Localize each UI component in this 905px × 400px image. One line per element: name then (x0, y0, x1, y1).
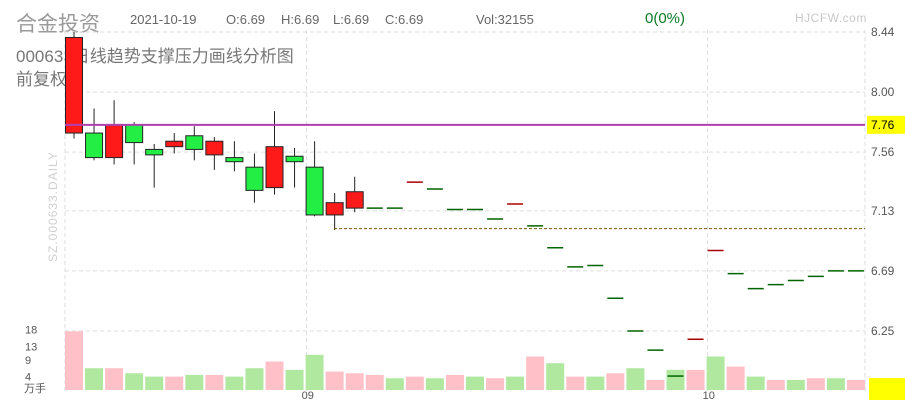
candle-body (145, 148, 164, 156)
price-tick-label: 6.25 (871, 324, 895, 338)
volume-bar (245, 368, 264, 390)
low-value: L:6.69 (333, 12, 370, 27)
candle-body (245, 166, 264, 191)
grid-lines (64, 30, 866, 392)
volume-bar (125, 373, 144, 390)
volume-bar (726, 366, 745, 390)
volume-bars (65, 331, 865, 390)
candle-body (85, 132, 104, 159)
volume-bar (445, 374, 464, 390)
candle-body (185, 135, 204, 150)
volume-bar (806, 378, 825, 390)
volume-bar (165, 376, 184, 390)
open-value: O:6.69 (226, 12, 266, 27)
volume-bar (846, 379, 865, 390)
volume-bar (706, 356, 725, 390)
volume-tick-label: 4 (25, 372, 31, 384)
volume-tick-label: 13 (25, 341, 37, 353)
volume-bar (285, 369, 304, 390)
volume-bar (345, 373, 364, 390)
volume-bar (305, 354, 324, 390)
volume-bar (826, 378, 845, 390)
candle-body (165, 140, 184, 148)
price-tick-label: 7.56 (871, 145, 895, 159)
volume-bar (506, 376, 525, 390)
resistance-badge-label: 7.76 (871, 118, 895, 132)
volume-bar (325, 371, 344, 390)
volume-bar (265, 361, 284, 390)
high-value: H:6.69 (281, 12, 320, 27)
volume-unit-label: 万手 (24, 381, 46, 395)
volume-bar (105, 368, 124, 390)
volume-bar (225, 376, 244, 390)
candle-body (65, 36, 83, 134)
candle-body (325, 202, 344, 216)
resistance-badge-bg (867, 115, 905, 134)
volume-bar (526, 356, 545, 390)
candle-body (205, 140, 224, 156)
volume-bar (606, 373, 625, 390)
volume-bar (365, 374, 384, 390)
axis-labels: 8.44 8.00 7.56 7.13 6.69 6.25 09 10 18 13 9 4万手 (24, 25, 895, 400)
x-tick-label: 10 (703, 390, 715, 400)
candle-body (305, 166, 324, 216)
candle-body (225, 157, 244, 163)
site-watermark: HJCFW.com (795, 11, 867, 25)
change-value: 0(0%) (645, 10, 686, 27)
volume-bar (686, 369, 705, 390)
candles (65, 32, 864, 377)
price-tick-label: 6.69 (871, 264, 895, 278)
date-label: 2021-10-19 (130, 12, 197, 27)
volume-bar (546, 363, 565, 390)
volume-bar (145, 376, 164, 390)
volume-bar (766, 379, 785, 390)
volume-bar (405, 376, 424, 390)
price-tick-label: 7.13 (871, 204, 895, 218)
volume-bar (425, 378, 444, 390)
volume-bar (786, 379, 805, 390)
vertical-watermark: SZ.000633.DAILY (46, 151, 60, 262)
price-tick-label: 8.00 (871, 85, 895, 99)
volume-bar (85, 368, 104, 390)
volume-bar (185, 374, 204, 390)
volume-bar (486, 378, 505, 390)
volume-bar (646, 379, 665, 390)
candle-body (345, 191, 364, 209)
volume-bar (385, 378, 404, 390)
volume-bar (586, 376, 605, 390)
candle-body (265, 146, 284, 189)
volume-bar (65, 331, 83, 390)
volume-bar (746, 376, 765, 390)
x-tick-label: 09 (302, 390, 314, 400)
volume-bar (205, 374, 224, 390)
stock-name: 合金投资 (16, 13, 100, 36)
price-tick-label: 8.44 (871, 25, 895, 39)
adjust-mode: 前复权 (16, 70, 67, 89)
volume-bar (566, 376, 585, 390)
close-value: C:6.69 (385, 12, 424, 27)
current-volume-badge (869, 378, 905, 400)
candle-body (105, 124, 124, 159)
candle-body (125, 124, 144, 144)
candle-body (285, 155, 304, 163)
volume-bar (666, 369, 685, 390)
volume-bar (466, 376, 484, 390)
volume-bar (626, 368, 645, 390)
trend-lines: 7.76 (65, 115, 905, 400)
volume-value: Vol:32155 (476, 12, 534, 27)
chart-subtitle: 000633日线趋势支撑压力画线分析图 (16, 47, 294, 66)
volume-tick-label: 9 (25, 355, 31, 367)
vertical-watermark-group: SZ.000633.DAILY (46, 151, 60, 262)
volume-tick-label: 18 (25, 325, 37, 337)
